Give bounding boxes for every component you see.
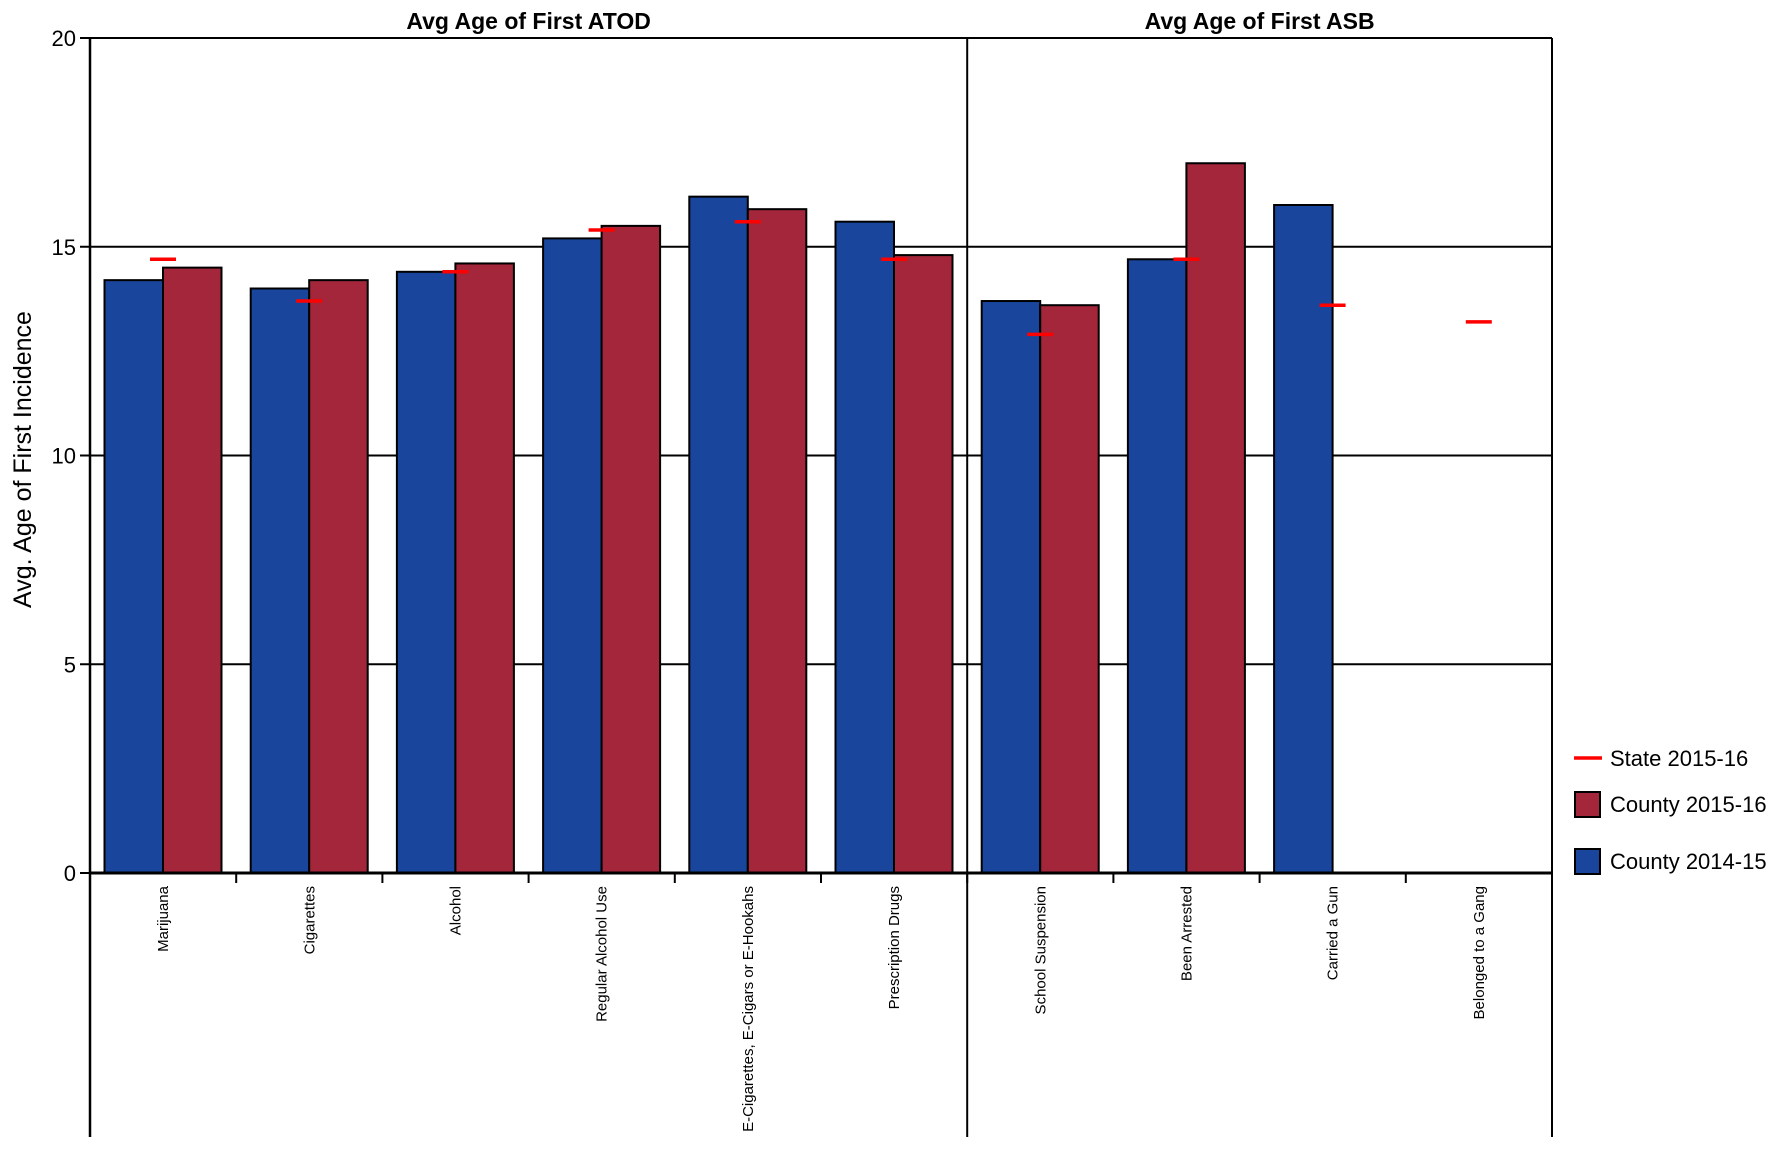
- bar-county-2014-15-carried-a-gun: [1273, 204, 1334, 874]
- chart-text: Marijuana Cigarettes Alcohol Regular Alcoho…: [9, 8, 1488, 1132]
- y-tick-label-15: 15: [52, 235, 76, 260]
- bar-county-2015-16-alcohol: [454, 262, 515, 874]
- bar-county-2015-16-school-suspension: [1039, 304, 1100, 874]
- bar-county-2015-16-been-arrested: [1185, 162, 1246, 874]
- x-tick-label-school-suspension: School Suspension: [1032, 886, 1049, 1014]
- y-axis-title: Avg. Age of First Incidence: [9, 311, 37, 608]
- x-tick-label-cigarettes: Cigarettes: [301, 886, 318, 954]
- legend-label-county-2015-16: County 2015-16: [1610, 792, 1767, 817]
- legend-swatch-county-2015-16: [1574, 791, 1601, 818]
- y-tick-label-20: 20: [52, 26, 76, 51]
- bar-county-2014-15-cigarettes: [249, 287, 311, 874]
- bar-county-2014-15-e-cigarettes-e-cigars-or-e-hookahs: [688, 195, 749, 874]
- legend: State 2015-16 County 2015-16 County 2014-1…: [1574, 746, 1767, 875]
- panel-title-1: Avg Age of First ATOD: [406, 8, 651, 34]
- panel-title-2: Avg Age of First ASB: [1145, 8, 1375, 34]
- x-tick-label-belonged-to-a-gang: Belonged to a Gang: [1471, 886, 1488, 1019]
- x-tick-label-regular-alcohol-use: Regular Alcohol Use: [594, 886, 611, 1022]
- legend-label-state-2015-16: State 2015-16: [1610, 746, 1748, 771]
- bar-county-2015-16-regular-alcohol-use: [600, 224, 662, 874]
- bar-county-2014-15-been-arrested: [1126, 258, 1188, 874]
- bar-county-2015-16-e-cigarettes-e-cigars-or-e-hookahs: [746, 208, 808, 875]
- bar-county-2015-16-prescription-drugs: [893, 254, 954, 875]
- bar-county-2014-15-school-suspension: [980, 300, 1042, 874]
- bar-county-2014-15-marijuana: [103, 279, 164, 874]
- y-tick-label-10: 10: [52, 444, 76, 469]
- x-tick-label-prescription-drugs: Prescription Drugs: [886, 886, 903, 1009]
- bar-county-2015-16-cigarettes: [308, 279, 369, 874]
- x-tick-label-marijuana: Marijuana: [155, 885, 172, 952]
- state-markers: [150, 219, 1492, 337]
- y-tick-label-0: 0: [64, 861, 76, 886]
- bar-county-2014-15-prescription-drugs: [834, 220, 895, 874]
- axes: [80, 37, 1553, 1137]
- y-tick-label-5: 5: [64, 652, 76, 677]
- bar-county-2015-16-marijuana: [162, 266, 223, 874]
- legend-swatch-county-2014-15: [1574, 848, 1601, 875]
- bar-county-2014-15-regular-alcohol-use: [542, 237, 603, 874]
- bars: [103, 162, 1334, 875]
- x-tick-label-carried-a-gun: Carried a Gun: [1325, 886, 1342, 980]
- legend-label-county-2014-15: County 2014-15: [1610, 849, 1767, 874]
- x-tick-label-been-arrested: Been Arrested: [1179, 886, 1196, 981]
- x-tick-label-e-cigarettes-e-cigars-or-e-hookahs: E-Cigarettes, E-Cigars or E-Hookahs: [740, 886, 757, 1132]
- bar-county-2014-15-alcohol: [395, 270, 457, 874]
- x-tick-label-alcohol: Alcohol: [448, 886, 465, 935]
